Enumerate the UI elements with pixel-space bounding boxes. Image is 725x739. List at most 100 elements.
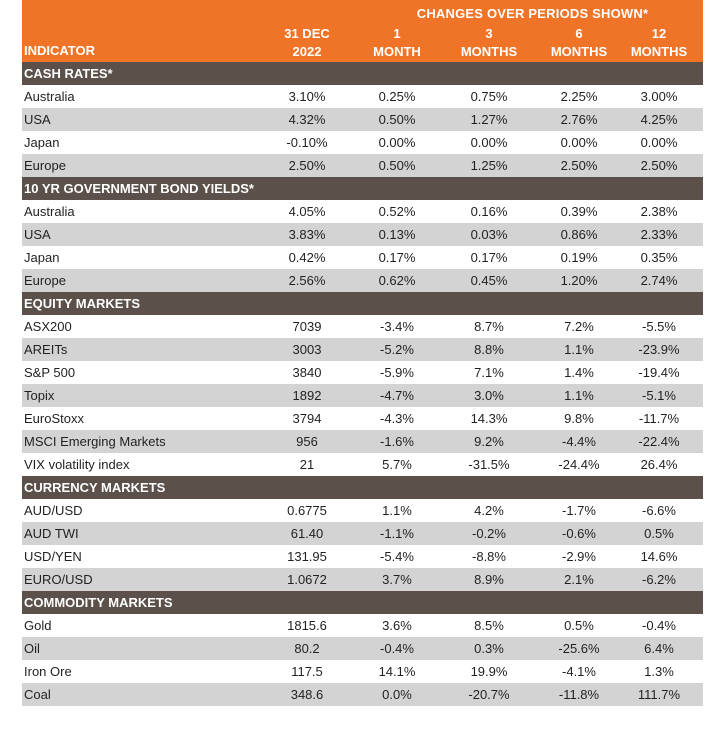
cell-value: 2.76% [560, 112, 598, 127]
cell-value: 9.8% [564, 411, 594, 426]
cell-value: 2.1% [564, 572, 594, 587]
cell-value: 0.25% [378, 89, 416, 104]
cell-value: 0.00% [470, 135, 508, 150]
indicator-name: S&P 500 [24, 365, 76, 380]
cell-value: -0.2% [472, 526, 506, 541]
cell-value: 117.5 [291, 664, 323, 679]
indicator-name: MSCI Emerging Markets [24, 434, 166, 449]
cell-value: 7.2% [564, 319, 594, 334]
cell-value: 2.33% [640, 227, 678, 242]
indicator-name: EuroStoxx [24, 411, 84, 426]
cell-value: -19.4% [638, 365, 680, 380]
cell-value: 0.5% [564, 618, 594, 633]
cell-value: 0.3% [474, 641, 504, 656]
cell-value: 0.17% [378, 250, 416, 265]
cell-value: -23.9% [638, 342, 680, 357]
cell-value: 1.4% [564, 365, 594, 380]
column-header-3-months: 3 MONTHS [460, 26, 518, 59]
cell-value: 0.19% [560, 250, 598, 265]
cell-value: -8.8% [472, 549, 506, 564]
cell-value: 3.0% [474, 388, 504, 403]
cell-value: 2.56% [288, 273, 326, 288]
table-row: Australia 4.05% 0.52% 0.16% 0.39% 2.38% [22, 200, 703, 223]
cell-value: -1.7% [562, 503, 596, 518]
cell-value: 7.1% [474, 365, 504, 380]
cell-value: 1.1% [564, 388, 594, 403]
cell-value: -6.2% [642, 572, 676, 587]
cell-value: 0.86% [560, 227, 598, 242]
cell-value: 0.03% [470, 227, 508, 242]
indicator-name: Japan [24, 135, 60, 150]
cell-value: 1.25% [470, 158, 508, 173]
changes-header: CHANGES OVER PERIODS SHOWN* [416, 6, 649, 21]
cell-value: 1.27% [470, 112, 508, 127]
indicator-name: Oil [24, 641, 40, 656]
cell-value: 21 [299, 457, 315, 472]
cell-value: 1815.6 [287, 618, 327, 633]
table-row: VIX volatility index 21 5.7% -31.5% -24.4% 26… [22, 453, 703, 476]
indicator-name: Coal [24, 687, 51, 702]
table-row: ASX200 7039 -3.4% 8.7% 7.2% -5.5% [22, 315, 703, 338]
cell-value: 0.42% [288, 250, 326, 265]
indicator-name: AREITs [24, 342, 68, 357]
cell-value: -4.7% [380, 388, 414, 403]
cell-value: -11.7% [638, 411, 680, 426]
indicator-name: USA [24, 112, 51, 127]
cell-value: 1892 [292, 388, 322, 403]
cell-value: 0.52% [378, 204, 416, 219]
cell-value: -3.4% [380, 319, 414, 334]
indicator-name: USA [24, 227, 51, 242]
cell-value: 4.05% [288, 204, 326, 219]
cell-value: 0.6775 [287, 503, 327, 518]
cell-value: 4.2% [474, 503, 504, 518]
table-row: S&P 500 3840 -5.9% 7.1% 1.4% -19.4% [22, 361, 703, 384]
cell-value: -5.1% [642, 388, 676, 403]
cell-value: 0.50% [378, 112, 416, 127]
indicator-name: AUD/USD [24, 503, 83, 518]
cell-value: 1.1% [382, 503, 412, 518]
table-row: Australia 3.10% 0.25% 0.75% 2.25% 3.00% [22, 85, 703, 108]
cell-value: 3794 [292, 411, 322, 426]
cell-value: 14.1% [378, 664, 416, 679]
indicator-name: EURO/USD [24, 572, 93, 587]
indicator-name: Europe [24, 158, 66, 173]
table-body: CASH RATES* Australia 3.10% 0.25% 0.75% 2.25%… [22, 62, 703, 706]
cell-value: 111.7% [637, 687, 681, 702]
cell-value: -2.9% [562, 549, 596, 564]
cell-value: -5.5% [642, 319, 676, 334]
column-header-1-month: 1 MONTH [373, 26, 421, 59]
table-row: AREITs 3003 -5.2% 8.8% 1.1% -23.9% [22, 338, 703, 361]
indicator-name: VIX volatility index [24, 457, 130, 472]
indicator-header: INDICATOR [24, 43, 96, 58]
table-row: Topix 1892 -4.7% 3.0% 1.1% -5.1% [22, 384, 703, 407]
section-header: CASH RATES* [22, 62, 703, 85]
cell-value: 0.16% [470, 204, 508, 219]
table-row: Oil 80.2 -0.4% 0.3% -25.6% 6.4% [22, 637, 703, 660]
cell-value: 4.25% [640, 112, 678, 127]
cell-value: 0.45% [470, 273, 508, 288]
cell-value: 0.75% [470, 89, 508, 104]
cell-value: 0.17% [470, 250, 508, 265]
indicator-name: Europe [24, 273, 66, 288]
table-row: Coal 348.6 0.0% -20.7% -11.8% 111.7% [22, 683, 703, 706]
cell-value: 26.4% [640, 457, 678, 472]
cell-value: 14.3% [470, 411, 508, 426]
indicator-name: Iron Ore [24, 664, 72, 679]
cell-value: -0.6% [562, 526, 596, 541]
cell-value: 61.40 [290, 526, 324, 541]
table-row: USD/YEN 131.95 -5.4% -8.8% -2.9% 14.6% [22, 545, 703, 568]
indicator-name: Australia [24, 204, 75, 219]
cell-value: 7039 [292, 319, 322, 334]
cell-value: 8.8% [474, 342, 504, 357]
cell-value: 956 [296, 434, 318, 449]
table-row: USA 3.83% 0.13% 0.03% 0.86% 2.33% [22, 223, 703, 246]
cell-value: -0.4% [642, 618, 676, 633]
cell-value: 2.50% [640, 158, 678, 173]
cell-value: 2.25% [560, 89, 598, 104]
cell-value: 8.9% [474, 572, 504, 587]
cell-value: 0.50% [378, 158, 416, 173]
column-header-31-dec: 31 DEC 2022 [284, 26, 330, 59]
cell-value: -4.1% [562, 664, 596, 679]
cell-value: 3.83% [288, 227, 326, 242]
cell-value: 131.95 [287, 549, 327, 564]
